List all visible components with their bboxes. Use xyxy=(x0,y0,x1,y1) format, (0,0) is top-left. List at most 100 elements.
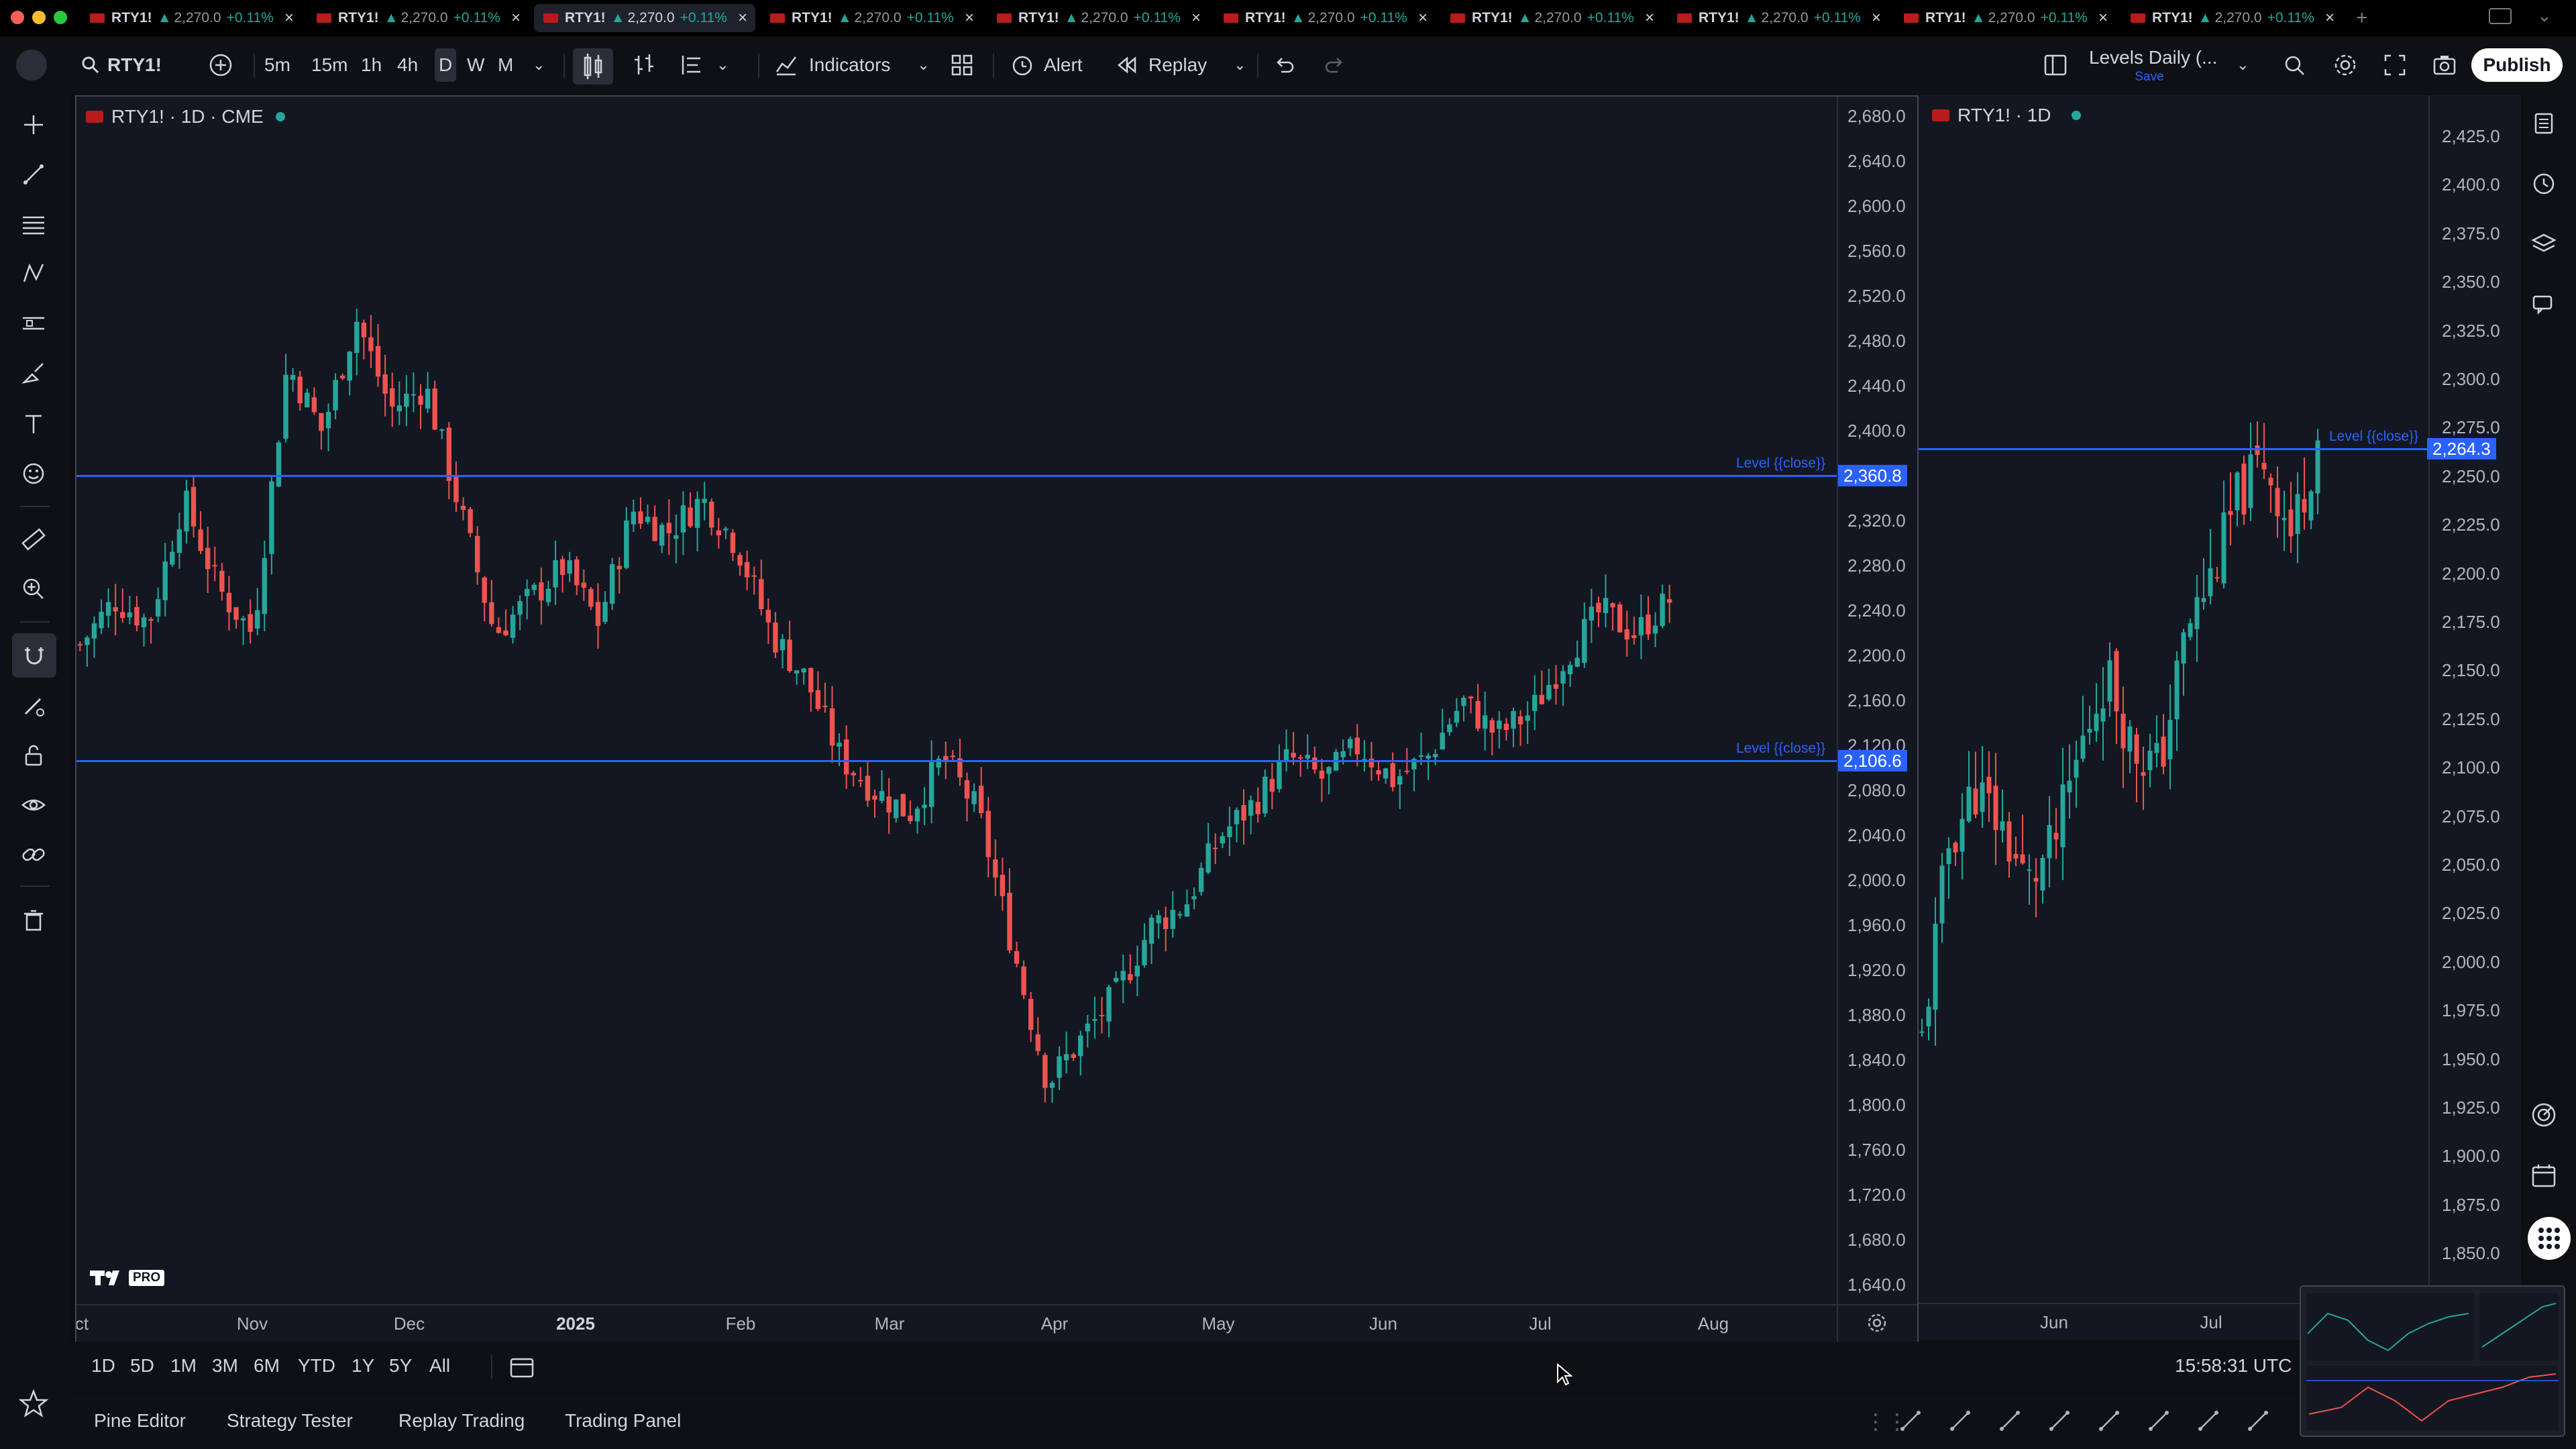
pitchfork-icon[interactable] xyxy=(2046,1407,2073,1434)
lock-drawings-tool[interactable] xyxy=(19,741,48,770)
publish-button[interactable]: Publish xyxy=(2471,48,2563,82)
interval-dropdown-chevron-icon[interactable]: ⌄ xyxy=(533,56,545,73)
price-label-icon[interactable] xyxy=(2145,1407,2172,1434)
brush-tool[interactable] xyxy=(19,358,48,388)
undo-button[interactable] xyxy=(1272,48,1296,82)
compare-symbol-button[interactable] xyxy=(208,48,233,82)
ideas-button[interactable] xyxy=(2529,1100,2559,1130)
range-button-3M[interactable]: 3M xyxy=(212,1355,238,1376)
layout-split-button[interactable] xyxy=(2042,48,2069,82)
watchlist-button[interactable] xyxy=(2529,109,2559,138)
settings-button[interactable] xyxy=(2332,48,2359,82)
close-tab-icon[interactable]: × xyxy=(2098,9,2108,27)
range-button-5D[interactable]: 5D xyxy=(130,1355,154,1376)
goto-date-button[interactable] xyxy=(507,1352,537,1385)
redo-button[interactable] xyxy=(1323,48,1347,82)
browser-tab[interactable]: RTY1! ▲ 2,270.0 +0.11% × xyxy=(1894,4,2116,32)
favorites-tool[interactable] xyxy=(19,1389,48,1418)
chart-style-button[interactable]: ⌄ xyxy=(678,48,729,82)
interval-15m[interactable]: 15m xyxy=(311,54,348,75)
bottom-tab[interactable]: Strategy Tester xyxy=(227,1410,353,1431)
bottom-tab[interactable]: Replay Trading xyxy=(398,1410,525,1431)
chats-button[interactable] xyxy=(2529,290,2559,319)
object-tree-button[interactable] xyxy=(2529,229,2559,259)
trend-line-tool[interactable] xyxy=(19,160,48,189)
close-tab-icon[interactable]: × xyxy=(284,9,294,27)
close-tab-icon[interactable]: × xyxy=(964,9,974,27)
trend-line-icon[interactable] xyxy=(1897,1407,1924,1434)
bottom-tab[interactable]: Pine Editor xyxy=(94,1410,186,1431)
text-tool[interactable] xyxy=(19,409,48,439)
browser-tab[interactable]: RTY1! ▲ 2,270.0 +0.11% × xyxy=(307,4,529,32)
close-tab-icon[interactable]: × xyxy=(1417,9,1428,27)
browser-tab[interactable]: RTY1! ▲ 2,270.0 +0.11% × xyxy=(1668,4,1889,32)
interval-4h[interactable]: 4h xyxy=(397,54,419,75)
magnet-tool[interactable] xyxy=(12,633,56,678)
sync-drawings-tool[interactable] xyxy=(19,840,48,869)
user-avatar[interactable] xyxy=(16,50,47,80)
emoji-tool[interactable] xyxy=(19,459,48,488)
calendar-button[interactable] xyxy=(2529,1161,2559,1190)
bottom-tab[interactable]: Trading Panel xyxy=(565,1410,682,1431)
browser-tab[interactable]: RTY1! ▲ 2,270.0 +0.11% × xyxy=(761,4,982,32)
minimize-window-button[interactable] xyxy=(32,11,46,24)
left-chart-legend[interactable]: RTY1! · 1D · CME xyxy=(86,106,285,127)
horizontal-level-line[interactable] xyxy=(76,474,1837,477)
browser-tab[interactable]: RTY1! ▲ 2,270.0 +0.11% × xyxy=(80,4,302,32)
utc-clock[interactable]: 15:58:31 UTC xyxy=(2175,1355,2292,1376)
range-button-6M[interactable]: 6M xyxy=(254,1355,280,1376)
apps-button[interactable] xyxy=(2528,1217,2571,1260)
stay-drawing-tool[interactable] xyxy=(19,691,48,720)
pattern-tool[interactable] xyxy=(19,259,48,288)
browser-tab[interactable]: RTY1! ▲ 2,270.0 +0.11% × xyxy=(2121,4,2343,32)
chart-thumbnail[interactable] xyxy=(2300,1285,2565,1437)
fib-tool[interactable] xyxy=(19,209,48,239)
remove-drawings-tool[interactable] xyxy=(19,906,48,935)
prediction-tool[interactable] xyxy=(19,309,48,338)
chart-settings-icon[interactable] xyxy=(1866,1312,1888,1337)
rectangle-icon[interactable] xyxy=(2245,1407,2271,1434)
hide-drawings-tool[interactable] xyxy=(19,790,48,820)
replay-button[interactable]: Replay ⌄ xyxy=(1114,48,1246,82)
chevron-down-icon[interactable]: ⌄ xyxy=(2237,56,2249,73)
path-icon[interactable] xyxy=(1996,1407,2023,1434)
browser-tab[interactable]: RTY1! ▲ 2,270.0 +0.11% × xyxy=(534,4,755,32)
close-tab-icon[interactable]: × xyxy=(1644,9,1654,27)
close-tab-icon[interactable]: × xyxy=(737,9,747,27)
close-tab-icon[interactable]: × xyxy=(1191,9,1201,27)
measure-tool[interactable] xyxy=(19,525,48,554)
range-button-1Y[interactable]: 1Y xyxy=(352,1355,375,1376)
browser-tab[interactable]: RTY1! ▲ 2,270.0 +0.11% × xyxy=(987,4,1209,32)
horizontal-level-line[interactable] xyxy=(1919,448,2428,451)
text-note-icon[interactable] xyxy=(2096,1407,2123,1434)
fullscreen-button[interactable] xyxy=(2381,48,2408,82)
left-chart-pane[interactable]: 2,680.0 2,640.0 2,600.0 2,560.0 2,520.0 2,480… xyxy=(75,95,1919,1343)
layouts-grid-button[interactable] xyxy=(949,48,975,82)
range-button-5Y[interactable]: 5Y xyxy=(389,1355,413,1376)
alerts-button[interactable] xyxy=(2529,169,2559,199)
browser-tab[interactable]: RTY1! ▲ 2,270.0 +0.11% × xyxy=(1214,4,1436,32)
indicators-button[interactable]: Indicators ⌄ xyxy=(773,48,930,82)
interval-D[interactable]: D xyxy=(435,48,457,82)
range-button-1D[interactable]: 1D xyxy=(91,1355,115,1376)
snapshot-button[interactable] xyxy=(2431,48,2458,82)
interval-1h[interactable]: 1h xyxy=(361,54,382,75)
close-tab-icon[interactable]: × xyxy=(1871,9,1881,27)
chevron-down-icon[interactable]: ⌄ xyxy=(2537,5,2552,25)
close-window-button[interactable] xyxy=(11,11,24,24)
crosshair-tool[interactable] xyxy=(19,110,48,140)
range-button-1M[interactable]: 1M xyxy=(170,1355,197,1376)
zoom-window-button[interactable] xyxy=(54,11,67,24)
close-tab-icon[interactable]: × xyxy=(2324,9,2334,27)
alert-button[interactable]: Alert xyxy=(1009,48,1083,82)
zoom-tool[interactable] xyxy=(19,574,48,604)
bars-chart-type-button[interactable] xyxy=(631,48,657,82)
curve-icon[interactable] xyxy=(1947,1407,1974,1434)
right-chart-pane[interactable]: 2,425.0 2,400.0 2,375.0 2,350.0 2,325.0 2,300… xyxy=(1919,95,2521,1340)
right-chart-legend[interactable]: RTY1! · 1D xyxy=(1932,105,2081,126)
browser-tab[interactable]: RTY1! ▲ 2,270.0 +0.11% × xyxy=(1441,4,1662,32)
interval-5m[interactable]: 5m xyxy=(264,54,290,75)
layout-name-button[interactable]: Levels Daily (... Save xyxy=(2089,46,2250,86)
symbol-search[interactable]: RTY1! xyxy=(80,48,162,82)
range-button-All[interactable]: All xyxy=(429,1355,451,1376)
